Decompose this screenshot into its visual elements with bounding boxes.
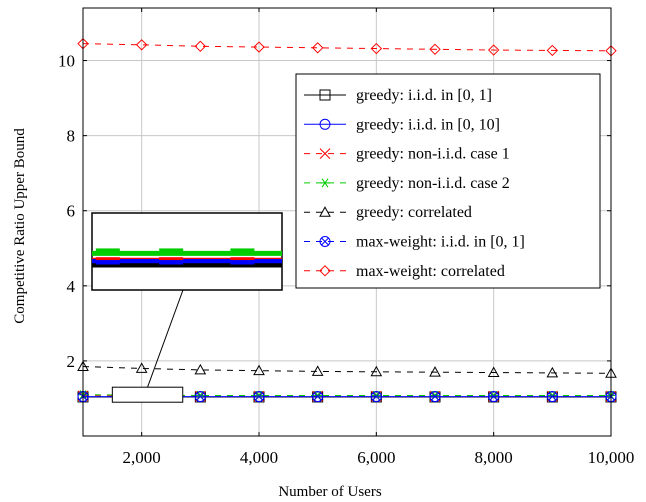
legend-label: greedy: i.i.d. in [0, 10] [356, 116, 500, 133]
data-point [429, 391, 441, 403]
legend-marker [319, 236, 331, 247]
legend-label: greedy: i.i.d. in [0, 1] [356, 87, 492, 104]
inset-marker-red [159, 257, 184, 261]
y-tick-label: 10 [58, 52, 75, 71]
legend-marker [319, 265, 331, 277]
y-tick-label: 2 [67, 352, 76, 371]
series-line [82, 43, 612, 52]
legend-label: max-weight: correlated [356, 263, 505, 280]
series-7 [77, 37, 617, 57]
data-point [194, 363, 207, 375]
data-point [311, 42, 324, 54]
inset-marker-green [159, 248, 184, 254]
data-point [194, 40, 207, 53]
plot-area [82, 7, 612, 437]
data-point [194, 391, 206, 403]
inset-zoom [91, 212, 283, 403]
axis-ticks: 2,000 4,000 6,000 8,000 10,000 2 4 6 8 10 [58, 8, 634, 467]
data-point [546, 366, 559, 378]
series-line [82, 366, 612, 374]
legend: greedy: i.i.d. in [0, 1] greedy: i.i.d. i… [295, 73, 601, 289]
legend-marker [320, 178, 330, 188]
legend-entry: greedy: non-i.i.d. case 2 [304, 175, 510, 192]
inset-marker-green [230, 248, 255, 254]
x-tick-label: 4,000 [240, 448, 278, 467]
legend-label: greedy: non-i.i.d. case 2 [356, 175, 510, 192]
data-point [135, 362, 148, 373]
y-axis-label: Competitive Ratio Upper Bound [12, 128, 28, 324]
data-point [429, 366, 441, 377]
zoom-selection [111, 386, 184, 403]
x-tick-label: 8,000 [475, 448, 513, 467]
legend-marker [319, 206, 331, 217]
legend-entry: greedy: i.i.d. in [0, 1] [304, 87, 492, 104]
inset-marker-green [95, 248, 120, 254]
data-point [370, 365, 383, 377]
y-tick-label: 4 [67, 277, 76, 296]
data-point [253, 41, 265, 53]
x-tick-label: 10,000 [588, 448, 635, 467]
data-point [546, 391, 558, 403]
data-point [311, 365, 324, 376]
inset-marker-red [95, 257, 120, 261]
data-point [370, 42, 383, 55]
data-point [253, 364, 265, 376]
data-point [370, 391, 382, 403]
legend-entry: max-weight: correlated [304, 263, 505, 280]
data-point [546, 44, 559, 57]
legend-entry: greedy: i.i.d. in [0, 10] [304, 116, 500, 133]
data-point [253, 391, 265, 403]
data-point [488, 391, 500, 403]
zoom-connector [147, 289, 184, 388]
data-point [429, 43, 441, 56]
legend-entry: greedy: non-i.i.d. case 1 [304, 146, 510, 163]
legend-entry: greedy: correlated [304, 204, 472, 221]
legend-label: greedy: correlated [356, 204, 472, 221]
x-axis-label: Number of Users [278, 484, 381, 500]
legend-label: greedy: non-i.i.d. case 1 [356, 146, 510, 163]
y-tick-label: 6 [67, 202, 76, 221]
series-5 [77, 360, 617, 378]
legend-marker [319, 118, 331, 130]
legend-label: max-weight: i.i.d. in [0, 1] [356, 234, 525, 251]
inset-marker-blue [230, 260, 255, 266]
y-tick-label: 8 [67, 127, 76, 146]
legend-entry: max-weight: i.i.d. in [0, 1] [304, 234, 525, 251]
data-point [135, 39, 148, 51]
legend-box [295, 73, 601, 289]
data-point [487, 44, 500, 56]
data-point [312, 391, 324, 403]
legend-marker [319, 89, 331, 101]
x-tick-label: 2,000 [123, 448, 161, 467]
inset-marker-red [230, 257, 255, 261]
x-tick-label: 6,000 [357, 448, 395, 467]
inset-marker-blue [95, 260, 120, 266]
legend-marker [319, 148, 331, 159]
inset-marker-blue [159, 260, 184, 266]
data-point [487, 366, 500, 378]
